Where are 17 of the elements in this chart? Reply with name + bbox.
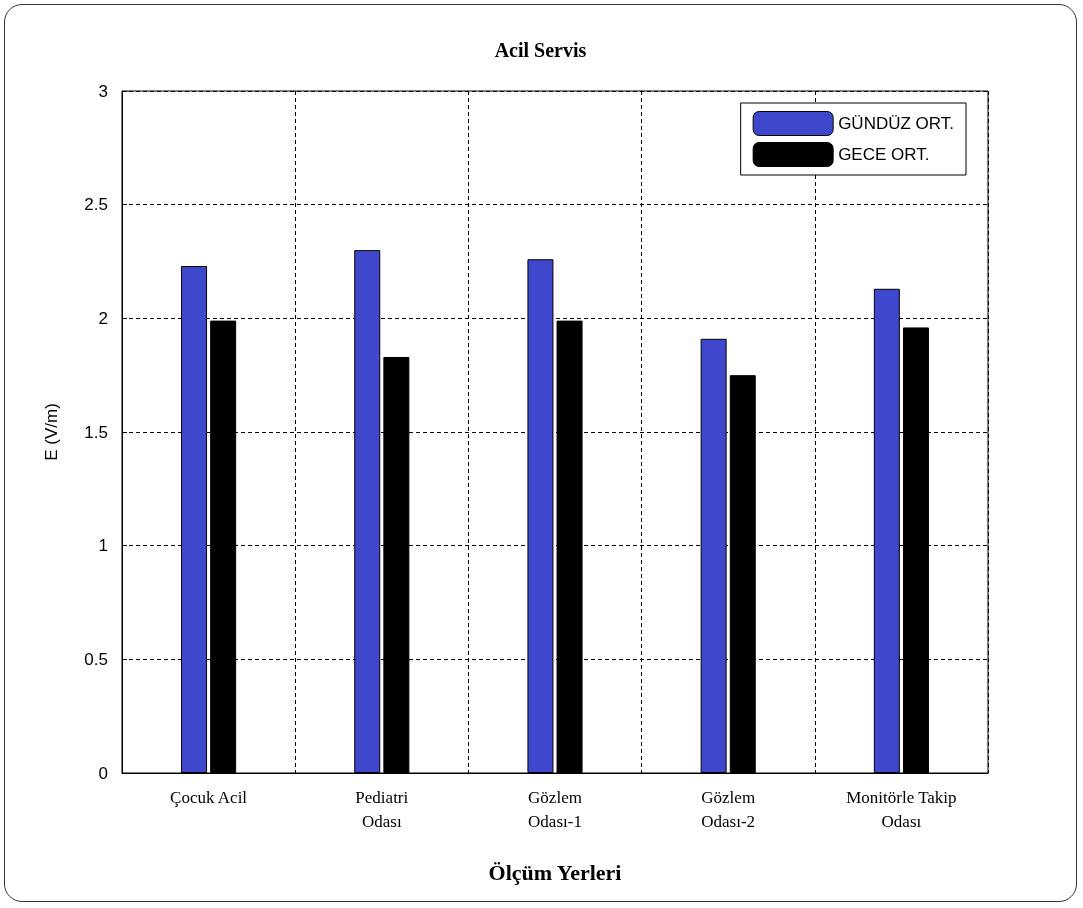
y-tick-label: 3: [98, 81, 108, 101]
x-tick-label: Gözlem Odası-1: [528, 787, 582, 831]
y-tick-label: 1.5: [84, 422, 108, 442]
x-tick-label: Gözlem Odası-2: [701, 787, 756, 831]
x-axis-title: Ölçüm Yerleri: [488, 859, 622, 885]
y-tick-label: 0: [98, 763, 108, 783]
x-tick-label: Çocuk Acil: [170, 787, 248, 807]
legend-label: GÜNDÜZ ORT.: [838, 114, 955, 133]
chart-title: Acil Servis: [494, 39, 587, 61]
y-tick-label: 2.5: [84, 195, 108, 215]
y-axis-title: E (V/m): [42, 403, 61, 461]
y-tick-label: 0.5: [84, 649, 108, 669]
y-tick-label: 2: [98, 308, 108, 328]
x-tick-label: Pediatri Odası: [355, 787, 409, 831]
y-tick-label: 1: [98, 536, 108, 556]
x-tick-label: Monitörle Takip Odası: [846, 787, 957, 831]
legend-label: GECE ORT.: [838, 145, 930, 164]
